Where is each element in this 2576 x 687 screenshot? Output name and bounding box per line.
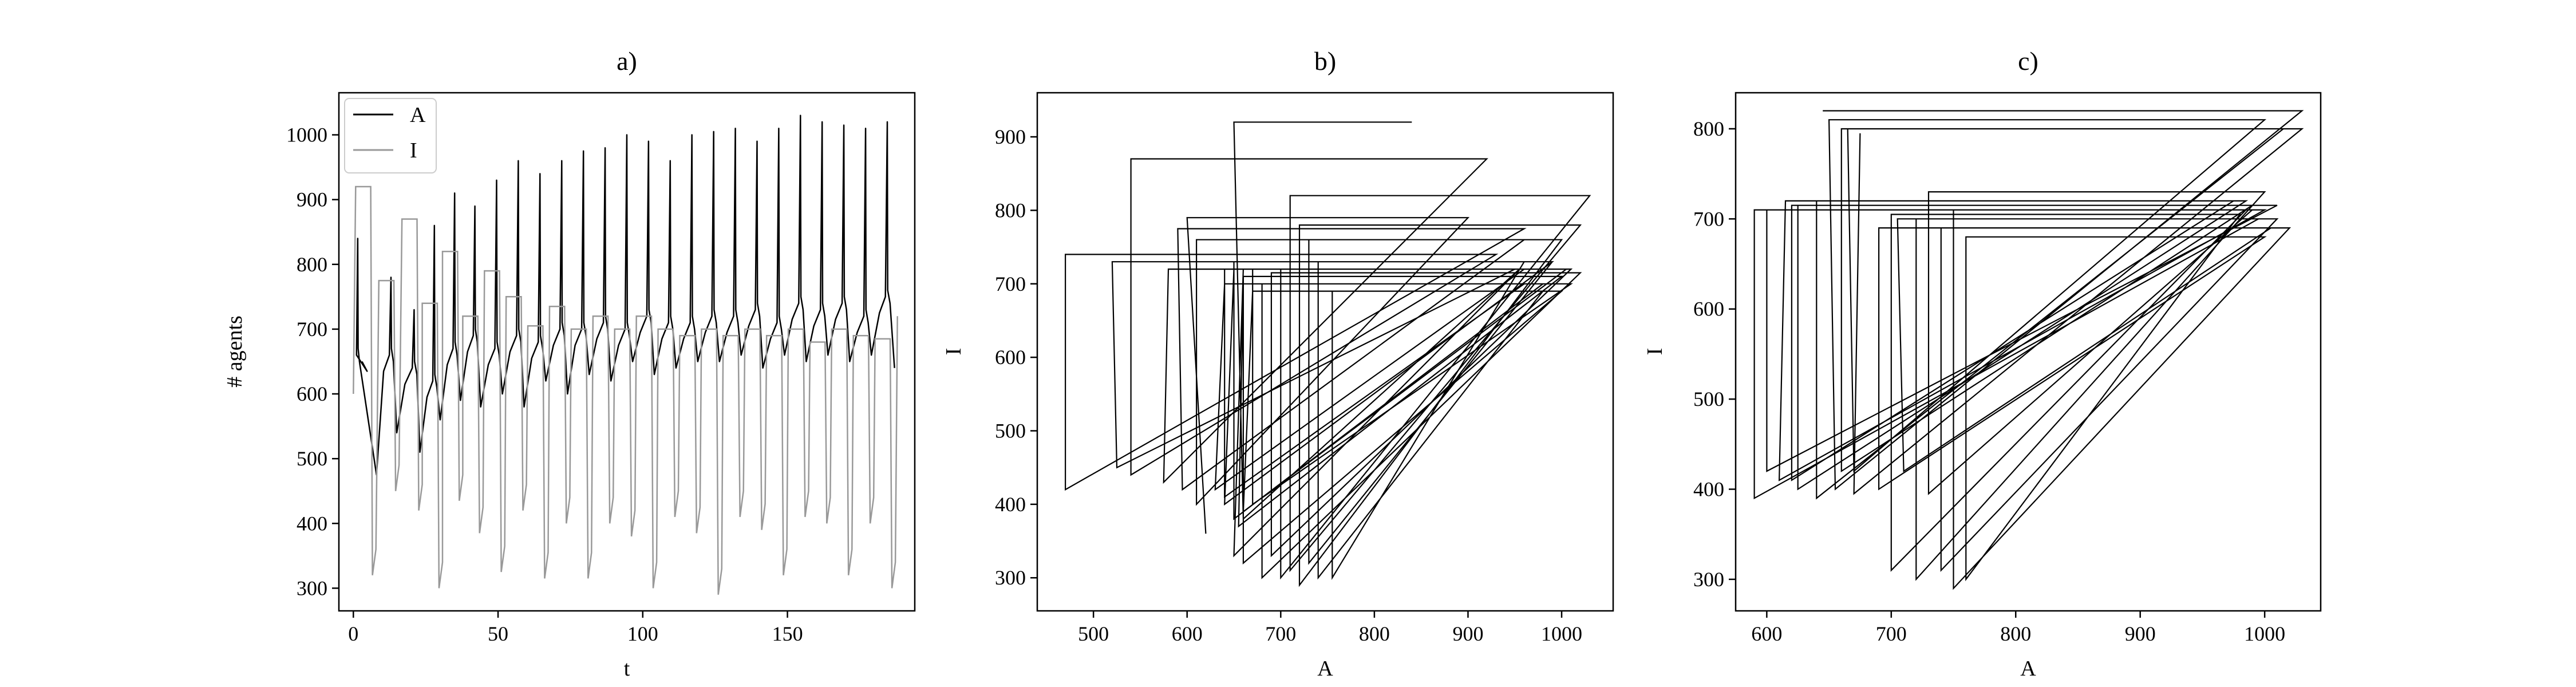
x-tick-label: 800 bbox=[2000, 622, 2031, 645]
y-tick-label: 500 bbox=[297, 447, 327, 470]
panel-a-legend: A I bbox=[344, 98, 437, 173]
x-tick-label: 600 bbox=[1751, 622, 1782, 645]
y-tick-label: 500 bbox=[995, 419, 1026, 442]
panel-a-plot bbox=[353, 114, 898, 595]
y-tick-label: 300 bbox=[1693, 568, 1724, 591]
x-tick-label: 100 bbox=[627, 622, 658, 645]
panel-a-y-label: # agents bbox=[223, 315, 247, 388]
x-tick-label: 500 bbox=[1078, 622, 1109, 645]
panel-a-title: a) bbox=[617, 46, 637, 76]
panel-b-x-ticks: 500 600 700 800 900 1000 bbox=[1078, 611, 1582, 645]
y-tick-label: 600 bbox=[297, 382, 327, 405]
x-tick-label: 700 bbox=[1876, 622, 1907, 645]
y-tick-label: 700 bbox=[297, 318, 327, 341]
y-tick-label: 600 bbox=[1693, 298, 1724, 321]
legend-label-A: A bbox=[410, 103, 426, 127]
panel-a: 0 50 100 150 300 400 500 600 700 800 900 1000 a) t… bbox=[223, 46, 916, 681]
x-tick-label: 1000 bbox=[2244, 622, 2285, 645]
panel-c-plot bbox=[1753, 110, 2304, 590]
legend-frame bbox=[344, 98, 437, 173]
panel-b-frame bbox=[1036, 92, 1614, 612]
y-tick-label: 800 bbox=[297, 253, 327, 276]
legend-label-I: I bbox=[410, 139, 417, 163]
x-tick-label: 0 bbox=[348, 622, 358, 645]
series-line-I bbox=[353, 185, 898, 595]
series-line-A bbox=[355, 114, 895, 476]
panel-a-frame bbox=[338, 92, 916, 612]
y-tick-label: 300 bbox=[297, 577, 327, 599]
y-tick-label: 1000 bbox=[286, 124, 327, 147]
y-tick-label: 700 bbox=[1693, 207, 1724, 230]
x-tick-label: 900 bbox=[2125, 622, 2156, 645]
x-tick-label: 50 bbox=[488, 622, 508, 645]
y-tick-label: 700 bbox=[995, 273, 1026, 295]
phase-trajectory-line bbox=[1065, 121, 1591, 587]
panel-c-frame bbox=[1735, 92, 2322, 612]
x-tick-label: 1000 bbox=[1541, 622, 1582, 645]
panel-b-plot bbox=[1065, 121, 1591, 587]
panel-b-y-label: I bbox=[942, 348, 966, 356]
y-tick-label: 600 bbox=[995, 346, 1026, 369]
x-tick-label: 900 bbox=[1452, 622, 1483, 645]
panel-c: 600 700 800 900 1000 300 400 500 600 700 800 c) A… bbox=[1643, 46, 2322, 681]
phase-trajectory-line bbox=[1753, 110, 2304, 590]
y-tick-label: 400 bbox=[297, 512, 327, 535]
y-tick-label: 900 bbox=[995, 125, 1026, 148]
panel-c-title: c) bbox=[2018, 46, 2038, 76]
y-tick-label: 800 bbox=[995, 199, 1026, 222]
panel-c-x-ticks: 600 700 800 900 1000 bbox=[1751, 611, 2285, 645]
panel-a-y-ticks: 300 400 500 600 700 800 900 1000 bbox=[286, 124, 339, 599]
panel-a-x-label: t bbox=[624, 657, 630, 681]
panel-c-x-label: A bbox=[2020, 657, 2036, 681]
x-tick-label: 150 bbox=[772, 622, 803, 645]
x-tick-label: 800 bbox=[1359, 622, 1390, 645]
y-tick-label: 900 bbox=[297, 188, 327, 211]
y-tick-label: 800 bbox=[1693, 117, 1724, 140]
panel-c-y-ticks: 300 400 500 600 700 800 bbox=[1693, 117, 1736, 591]
y-tick-label: 300 bbox=[995, 566, 1026, 589]
panel-c-y-label: I bbox=[1643, 348, 1667, 356]
y-tick-label: 400 bbox=[1693, 478, 1724, 501]
panel-a-x-ticks: 0 50 100 150 bbox=[348, 611, 803, 645]
y-tick-label: 400 bbox=[995, 493, 1026, 516]
panel-b-title: b) bbox=[1314, 46, 1336, 76]
x-tick-label: 700 bbox=[1265, 622, 1296, 645]
x-tick-label: 600 bbox=[1172, 622, 1203, 645]
panel-b-y-ticks: 300 400 500 600 700 800 900 bbox=[995, 125, 1037, 589]
y-tick-label: 500 bbox=[1693, 388, 1724, 410]
panel-b: 500 600 700 800 900 1000 300 400 500 600 700 800 90… bbox=[942, 46, 1614, 681]
panel-b-x-label: A bbox=[1317, 657, 1333, 681]
